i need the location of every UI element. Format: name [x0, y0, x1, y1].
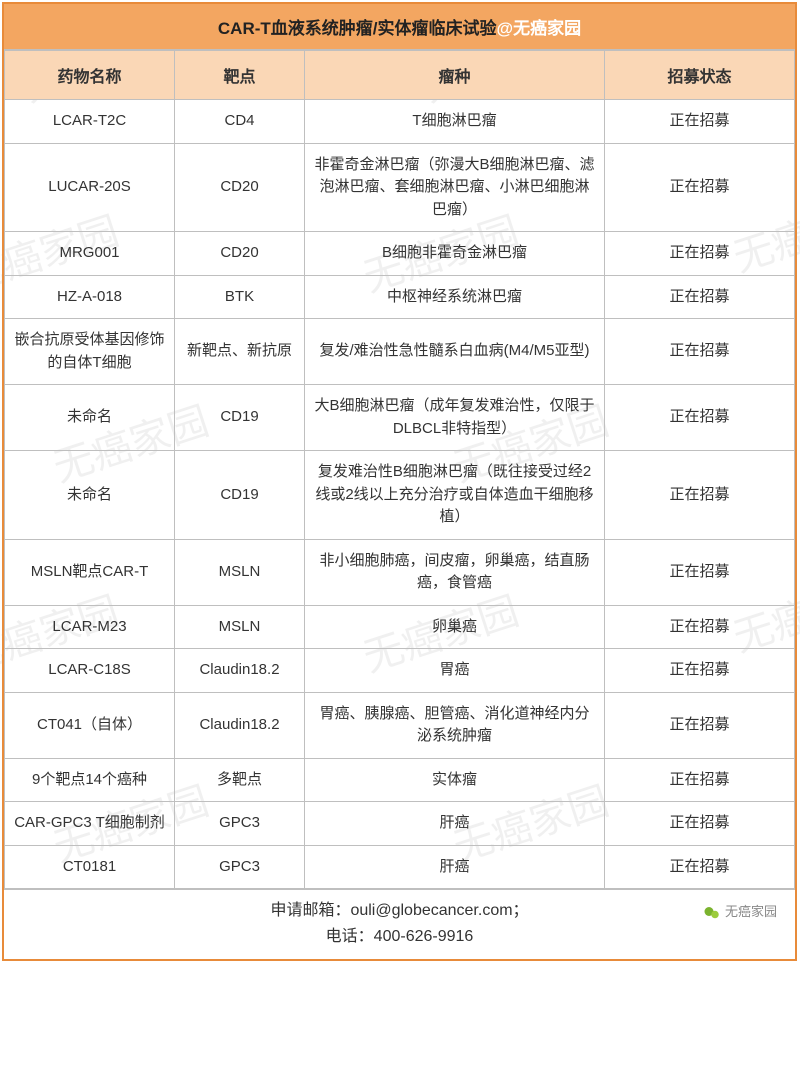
cell-cancer: 实体瘤 [305, 758, 605, 802]
cell-cancer: B细胞非霍奇金淋巴瘤 [305, 232, 605, 276]
table-row: LCAR-C18SClaudin18.2胃癌正在招募 [5, 649, 795, 693]
cell-target: 多靶点 [175, 758, 305, 802]
cell-cancer: 中枢神经系统淋巴瘤 [305, 275, 605, 319]
wechat-badge-text: 无癌家园 [725, 902, 777, 923]
cell-status: 正在招募 [605, 232, 795, 276]
col-header-cancer: 瘤种 [305, 51, 605, 100]
table-row: LCAR-M23MSLN卵巢癌正在招募 [5, 605, 795, 649]
footer-phone: 电话：400-626-9916 [8, 924, 791, 950]
cell-status: 正在招募 [605, 143, 795, 232]
cell-drug: LCAR-C18S [5, 649, 175, 693]
table-row: CAR-GPC3 T细胞制剂GPC3肝癌正在招募 [5, 802, 795, 846]
cell-target: CD19 [175, 385, 305, 451]
cell-cancer: 肝癌 [305, 845, 605, 889]
cell-target: Claudin18.2 [175, 649, 305, 693]
cell-drug: MRG001 [5, 232, 175, 276]
title-main-text: CAR-T血液系统肿瘤/实体瘤临床试验 [218, 19, 497, 38]
cell-cancer: 非小细胞肺癌，间皮瘤，卵巢癌，结直肠癌，食管癌 [305, 539, 605, 605]
cell-cancer: T细胞淋巴瘤 [305, 100, 605, 144]
cell-status: 正在招募 [605, 319, 795, 385]
title-attribution: @无癌家园 [497, 19, 582, 38]
trials-table-container: CAR-T血液系统肿瘤/实体瘤临床试验@无癌家园 药物名称 靶点 瘤种 招募状态… [2, 2, 797, 961]
cell-drug: CAR-GPC3 T细胞制剂 [5, 802, 175, 846]
cell-target: CD19 [175, 451, 305, 540]
cell-cancer: 复发难治性B细胞淋巴瘤（既往接受过经2线或2线以上充分治疗或自体造血干细胞移植） [305, 451, 605, 540]
table-title: CAR-T血液系统肿瘤/实体瘤临床试验@无癌家园 [4, 4, 795, 50]
cell-cancer: 复发/难治性急性髓系白血病(M4/M5亚型) [305, 319, 605, 385]
cell-target: BTK [175, 275, 305, 319]
table-row: 9个靶点14个癌种多靶点实体瘤正在招募 [5, 758, 795, 802]
cell-target: MSLN [175, 539, 305, 605]
col-header-target: 靶点 [175, 51, 305, 100]
cell-status: 正在招募 [605, 539, 795, 605]
cell-status: 正在招募 [605, 100, 795, 144]
cell-target: CD20 [175, 232, 305, 276]
cell-target: CD4 [175, 100, 305, 144]
cell-drug: 嵌合抗原受体基因修饰的自体T细胞 [5, 319, 175, 385]
table-footer: 申请邮箱：ouli@globecancer.com； 电话：400-626-99… [4, 889, 795, 959]
col-header-drug: 药物名称 [5, 51, 175, 100]
cell-cancer: 卵巢癌 [305, 605, 605, 649]
trials-table: 药物名称 靶点 瘤种 招募状态 LCAR-T2CCD4T细胞淋巴瘤正在招募LUC… [4, 50, 795, 889]
table-row: MSLN靶点CAR-TMSLN非小细胞肺癌，间皮瘤，卵巢癌，结直肠癌，食管癌正在… [5, 539, 795, 605]
table-row: HZ-A-018BTK中枢神经系统淋巴瘤正在招募 [5, 275, 795, 319]
cell-target: Claudin18.2 [175, 692, 305, 758]
cell-cancer: 胃癌 [305, 649, 605, 693]
cell-status: 正在招募 [605, 758, 795, 802]
table-row: CT0181GPC3肝癌正在招募 [5, 845, 795, 889]
cell-status: 正在招募 [605, 845, 795, 889]
cell-cancer: 非霍奇金淋巴瘤（弥漫大B细胞淋巴瘤、滤泡淋巴瘤、套细胞淋巴瘤、小淋巴细胞淋巴瘤） [305, 143, 605, 232]
wechat-badge: 无癌家园 [703, 902, 777, 923]
table-row: CT041（自体）Claudin18.2胃癌、胰腺癌、胆管癌、消化道神经内分泌系… [5, 692, 795, 758]
table-row: LUCAR-20SCD20非霍奇金淋巴瘤（弥漫大B细胞淋巴瘤、滤泡淋巴瘤、套细胞… [5, 143, 795, 232]
cell-drug: CT041（自体） [5, 692, 175, 758]
table-row: 未命名CD19大B细胞淋巴瘤（成年复发难治性，仅限于DLBCL非特指型）正在招募 [5, 385, 795, 451]
cell-cancer: 胃癌、胰腺癌、胆管癌、消化道神经内分泌系统肿瘤 [305, 692, 605, 758]
cell-drug: LUCAR-20S [5, 143, 175, 232]
cell-drug: HZ-A-018 [5, 275, 175, 319]
cell-target: GPC3 [175, 802, 305, 846]
footer-email: 申请邮箱：ouli@globecancer.com； [8, 898, 791, 924]
cell-drug: 未命名 [5, 385, 175, 451]
table-row: LCAR-T2CCD4T细胞淋巴瘤正在招募 [5, 100, 795, 144]
cell-target: CD20 [175, 143, 305, 232]
cell-target: MSLN [175, 605, 305, 649]
cell-status: 正在招募 [605, 802, 795, 846]
cell-status: 正在招募 [605, 275, 795, 319]
table-row: 未命名CD19复发难治性B细胞淋巴瘤（既往接受过经2线或2线以上充分治疗或自体造… [5, 451, 795, 540]
cell-target: 新靶点、新抗原 [175, 319, 305, 385]
table-row: MRG001CD20B细胞非霍奇金淋巴瘤正在招募 [5, 232, 795, 276]
cell-status: 正在招募 [605, 605, 795, 649]
cell-drug: 未命名 [5, 451, 175, 540]
cell-status: 正在招募 [605, 385, 795, 451]
cell-drug: LCAR-M23 [5, 605, 175, 649]
table-header-row: 药物名称 靶点 瘤种 招募状态 [5, 51, 795, 100]
cell-drug: CT0181 [5, 845, 175, 889]
cell-target: GPC3 [175, 845, 305, 889]
cell-status: 正在招募 [605, 451, 795, 540]
table-body: LCAR-T2CCD4T细胞淋巴瘤正在招募LUCAR-20SCD20非霍奇金淋巴… [5, 100, 795, 889]
col-header-status: 招募状态 [605, 51, 795, 100]
cell-drug: LCAR-T2C [5, 100, 175, 144]
table-row: 嵌合抗原受体基因修饰的自体T细胞新靶点、新抗原复发/难治性急性髓系白血病(M4/… [5, 319, 795, 385]
cell-status: 正在招募 [605, 649, 795, 693]
cell-status: 正在招募 [605, 692, 795, 758]
cell-cancer: 大B细胞淋巴瘤（成年复发难治性，仅限于DLBCL非特指型） [305, 385, 605, 451]
wechat-icon [703, 904, 721, 922]
cell-drug: 9个靶点14个癌种 [5, 758, 175, 802]
cell-drug: MSLN靶点CAR-T [5, 539, 175, 605]
cell-cancer: 肝癌 [305, 802, 605, 846]
